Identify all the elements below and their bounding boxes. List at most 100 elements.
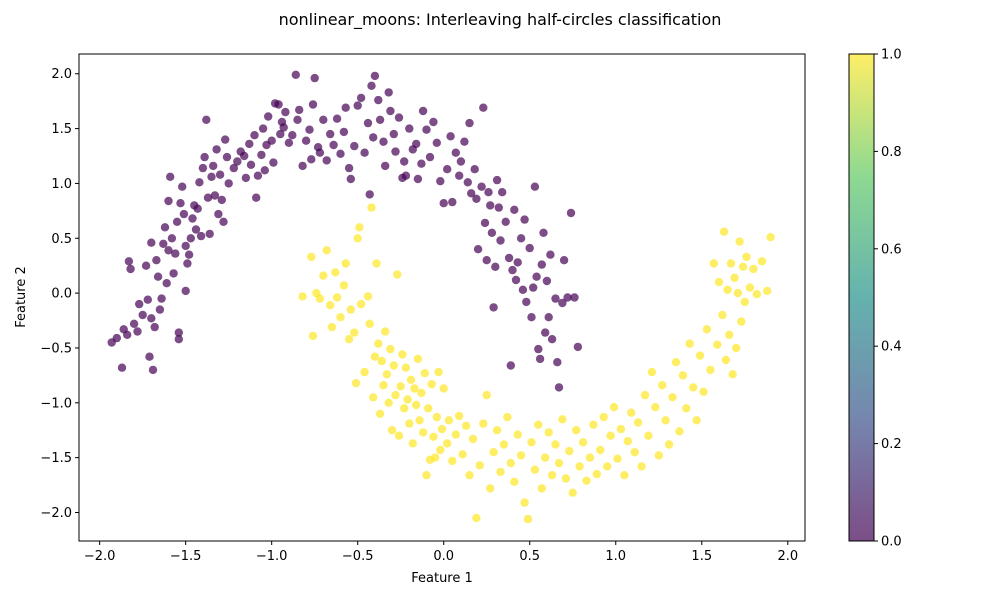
- data-point-class-0: [153, 272, 163, 281]
- data-point-class-0: [537, 260, 546, 269]
- data-point-class-0: [492, 175, 502, 185]
- data-point-class-0: [363, 118, 373, 128]
- colorbar-tick-label: 0.8: [881, 145, 902, 160]
- data-point-class-1: [410, 384, 419, 393]
- data-point-class-0: [308, 100, 318, 109]
- data-point-class-1: [315, 294, 325, 303]
- x-tick-label: −2.0: [84, 549, 116, 564]
- y-tick-label: 1.5: [51, 122, 72, 137]
- data-point-class-1: [455, 411, 464, 421]
- data-point-class-1: [307, 252, 316, 262]
- data-point-class-0: [443, 165, 452, 174]
- data-point-class-0: [222, 152, 232, 162]
- data-point-class-0: [508, 265, 517, 275]
- data-point-class-1: [613, 454, 622, 463]
- data-point-class-0: [535, 354, 545, 364]
- x-tick-label: −1.0: [256, 549, 288, 564]
- data-point-class-0: [332, 114, 342, 123]
- data-point-class-0: [148, 365, 158, 375]
- data-point-class-1: [391, 390, 400, 400]
- data-point-class-0: [384, 88, 393, 97]
- data-point-class-0: [157, 294, 166, 303]
- data-point-class-0: [518, 285, 528, 294]
- data-point-class-1: [682, 404, 691, 413]
- data-point-class-0: [534, 344, 543, 354]
- data-point-class-0: [260, 166, 269, 175]
- data-point-class-0: [196, 231, 206, 241]
- data-point-class-0: [504, 253, 514, 263]
- data-point-class-0: [221, 135, 230, 144]
- data-point-class-1: [468, 434, 478, 444]
- data-point-class-0: [460, 137, 469, 146]
- data-point-class-1: [389, 361, 398, 370]
- data-point-class-1: [737, 317, 746, 326]
- data-point-class-0: [250, 131, 259, 140]
- data-point-class-0: [191, 225, 201, 234]
- data-point-class-1: [728, 370, 737, 379]
- data-point-class-1: [709, 259, 718, 268]
- data-point-class-0: [315, 148, 325, 157]
- y-tick-label: −2.0: [40, 506, 72, 521]
- data-point-class-0: [429, 117, 438, 127]
- data-point-class-1: [319, 271, 328, 280]
- colorbar-tick-label: 0.2: [881, 437, 902, 452]
- data-point-class-1: [387, 426, 397, 435]
- colorbar-tick-label: 0.4: [881, 340, 902, 355]
- data-point-class-1: [506, 458, 515, 468]
- data-point-class-1: [723, 285, 732, 294]
- data-point-class-1: [644, 431, 653, 440]
- data-point-class-0: [174, 328, 183, 337]
- data-point-class-1: [363, 292, 373, 301]
- data-point-class-0: [525, 243, 534, 253]
- data-point-class-1: [412, 400, 421, 410]
- data-point-class-1: [578, 438, 588, 447]
- data-point-class-1: [408, 439, 417, 448]
- data-point-class-0: [124, 257, 134, 266]
- data-point-class-1: [384, 398, 393, 407]
- data-point-class-1: [381, 327, 390, 336]
- data-point-class-1: [432, 412, 441, 422]
- data-point-class-0: [210, 191, 220, 200]
- data-point-class-0: [369, 133, 378, 142]
- data-point-class-1: [726, 259, 736, 268]
- data-point-class-0: [215, 170, 225, 179]
- data-point-class-1: [678, 371, 688, 380]
- x-tick-label: 1.0: [605, 549, 626, 564]
- data-point-class-0: [291, 70, 300, 80]
- data-point-class-1: [365, 319, 374, 328]
- data-point-class-0: [566, 208, 576, 218]
- data-point-class-1: [308, 331, 318, 341]
- data-point-class-0: [169, 269, 178, 278]
- data-point-class-1: [582, 476, 591, 485]
- data-point-class-0: [496, 236, 505, 245]
- data-point-class-1: [752, 290, 761, 299]
- x-axis-label: Feature 1: [411, 571, 473, 586]
- data-point-class-0: [501, 217, 510, 226]
- data-point-class-0: [401, 171, 411, 180]
- data-point-class-1: [725, 330, 734, 339]
- data-point-class-0: [147, 314, 156, 323]
- data-point-class-1: [429, 432, 438, 441]
- data-point-class-0: [209, 161, 218, 171]
- data-point-class-1: [448, 456, 457, 466]
- data-point-class-1: [413, 354, 423, 364]
- data-point-class-1: [430, 453, 440, 462]
- data-point-class-0: [381, 161, 390, 171]
- data-point-class-0: [193, 204, 202, 213]
- colorbar-tick-label: 0.0: [881, 535, 902, 550]
- data-point-class-0: [202, 115, 211, 125]
- data-point-class-0: [138, 310, 147, 320]
- data-point-class-0: [400, 157, 409, 166]
- data-point-class-0: [241, 173, 251, 183]
- data-point-class-0: [547, 335, 557, 344]
- data-point-class-1: [356, 299, 366, 309]
- data-point-class-1: [394, 431, 404, 440]
- data-point-class-1: [592, 469, 601, 479]
- data-point-class-0: [520, 215, 529, 224]
- data-point-class-0: [181, 286, 190, 296]
- data-point-class-0: [446, 132, 455, 141]
- data-point-class-1: [554, 458, 564, 468]
- data-point-class-0: [412, 139, 421, 149]
- data-point-class-1: [339, 281, 349, 290]
- data-point-class-1: [396, 382, 405, 391]
